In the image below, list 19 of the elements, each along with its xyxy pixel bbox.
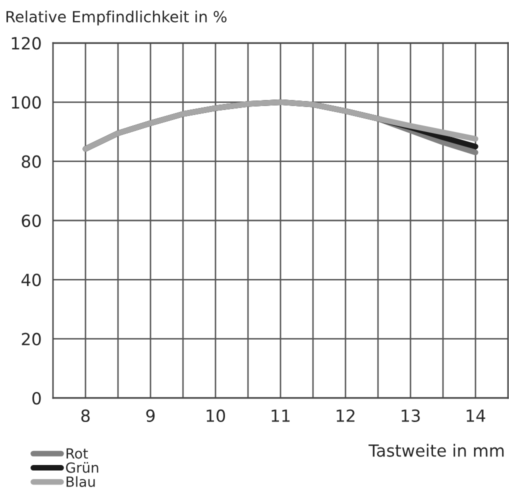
legend-label: Rot [66, 448, 88, 459]
x-tick-label: 14 [466, 410, 486, 422]
y-tick-label: 20 [22, 332, 41, 346]
y-tick-label: 80 [22, 155, 41, 168]
x-axis-title: Tastweite in mm [368, 444, 504, 457]
y-tick-label: 60 [22, 214, 41, 228]
y-tick-label: 40 [21, 274, 41, 286]
y-tick-label: 100 [12, 96, 41, 109]
x-tick-label: 9 [146, 409, 155, 422]
y-tick-label: 0 [32, 392, 41, 405]
x-tick-label: 8 [81, 409, 90, 422]
legend-label: Grün [66, 462, 98, 473]
x-tick-label: 10 [206, 409, 225, 422]
y-axis-title: Relative Empfindlichkeit in % [6, 10, 227, 26]
legend-label: Blau [66, 476, 95, 487]
x-tick-label: 11 [272, 410, 290, 422]
x-tick-label: 12 [336, 409, 354, 422]
x-tick-label: 13 [402, 409, 420, 422]
y-tick-label: 120 [12, 36, 41, 50]
